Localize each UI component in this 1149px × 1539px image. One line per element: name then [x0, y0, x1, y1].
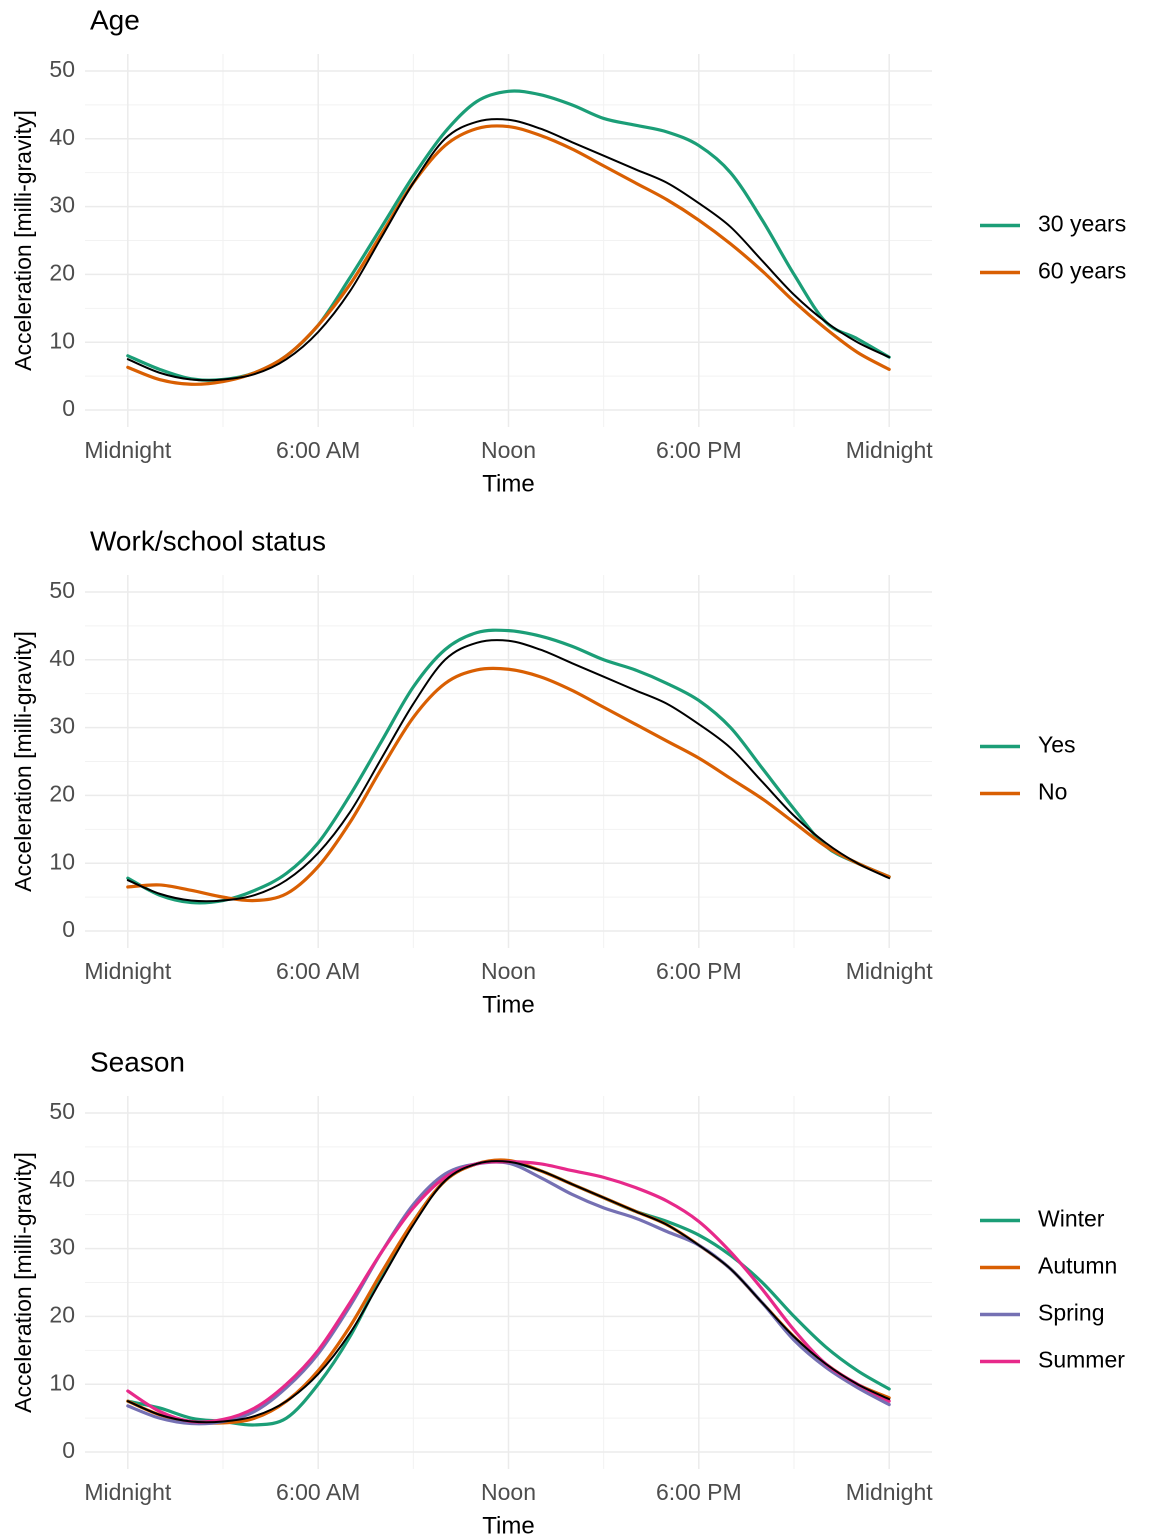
y-tick-label: 40 [49, 1166, 75, 1192]
x-tick-label: 6:00 AM [276, 437, 360, 463]
legend-label: Yes [1038, 732, 1076, 758]
x-tick-label: Midnight [84, 1479, 172, 1505]
panel: Work/school status Acceleration [milli-gr… [10, 525, 1075, 1018]
y-axis-title: Acceleration [milli-gravity] [10, 1152, 36, 1413]
y-tick-label: 30 [49, 713, 75, 739]
x-tick-label: Noon [481, 437, 536, 463]
legend-label: Spring [1038, 1300, 1104, 1326]
x-axis-title: Time [482, 1512, 534, 1539]
x-tick-label: 6:00 AM [276, 958, 360, 984]
x-tick-label: Midnight [846, 437, 934, 463]
y-tick-label: 0 [62, 395, 75, 421]
y-tick-label: 30 [49, 1234, 75, 1260]
chart-title: Age [90, 4, 140, 35]
chart-title: Season [90, 1046, 185, 1077]
legend-label: Autumn [1038, 1253, 1117, 1279]
x-tick-label: Midnight [84, 958, 172, 984]
legend-label: Winter [1038, 1206, 1105, 1232]
x-axis-title: Time [482, 991, 534, 1018]
series-line [126, 124, 891, 386]
series-line [126, 666, 891, 903]
legend-label: 60 years [1038, 258, 1126, 284]
y-axis-title: Acceleration [milli-gravity] [10, 631, 36, 892]
x-axis-title: Time [482, 470, 534, 497]
x-tick-label: 6:00 AM [276, 1479, 360, 1505]
y-tick-label: 20 [49, 259, 75, 285]
y-tick-label: 0 [62, 916, 75, 942]
chart-title: Work/school status [90, 525, 326, 556]
panel: Age Acceleration [milli-gravity] Time 0 10 20… [10, 4, 1126, 497]
x-tick-label: 6:00 PM [656, 958, 742, 984]
series-line [126, 118, 891, 382]
legend-label: Summer [1038, 1347, 1125, 1373]
legend-label: No [1038, 779, 1067, 805]
y-tick-label: 50 [49, 56, 75, 82]
series-line [126, 628, 891, 905]
series-line [126, 1160, 891, 1424]
x-tick-label: Midnight [846, 958, 934, 984]
y-tick-label: 20 [49, 780, 75, 806]
x-tick-label: 6:00 PM [656, 437, 742, 463]
y-tick-label: 0 [62, 1437, 75, 1463]
legend-label: 30 years [1038, 211, 1126, 237]
y-tick-label: 50 [49, 577, 75, 603]
x-tick-label: Midnight [84, 437, 172, 463]
y-tick-label: 20 [49, 1301, 75, 1327]
y-tick-label: 10 [49, 848, 75, 874]
y-tick-label: 10 [49, 327, 75, 353]
x-tick-label: 6:00 PM [656, 1479, 742, 1505]
x-tick-label: Noon [481, 958, 536, 984]
x-tick-label: Noon [481, 1479, 536, 1505]
y-tick-label: 30 [49, 192, 75, 218]
y-tick-label: 40 [49, 645, 75, 671]
y-tick-label: 50 [49, 1098, 75, 1124]
y-axis-title: Acceleration [milli-gravity] [10, 110, 36, 371]
series-line [126, 639, 891, 903]
y-tick-label: 10 [49, 1369, 75, 1395]
y-tick-label: 40 [49, 124, 75, 150]
panel: Season Acceleration [milli-gravity] Time 0 1… [10, 1046, 1125, 1539]
x-tick-label: Midnight [846, 1479, 934, 1505]
